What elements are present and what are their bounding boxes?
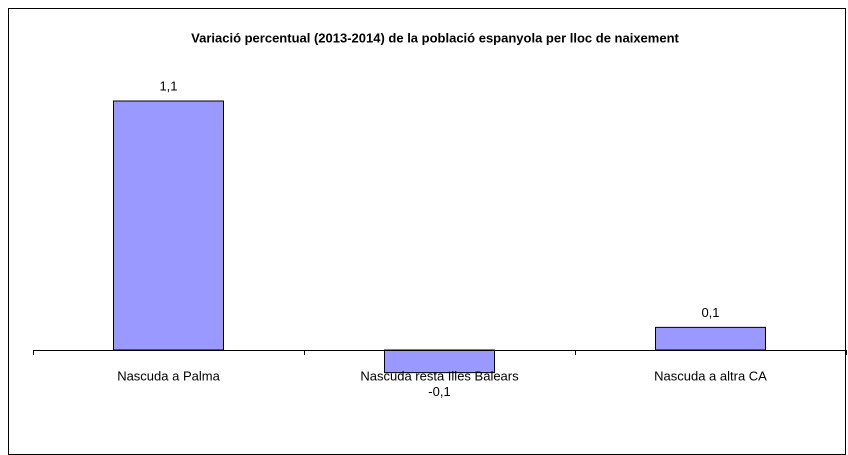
- chart-title: Variació percentual (2013-2014) de la po…: [191, 30, 679, 45]
- x-tick-label: Nascuda a altra CA: [654, 368, 767, 383]
- x-tick-label: Nascuda resta Illes Balears: [360, 368, 519, 383]
- value-label: 1,1: [159, 78, 177, 93]
- x-tick-label: Nascuda a Palma: [117, 368, 220, 383]
- value-label: 0,1: [701, 305, 719, 320]
- bar: [113, 100, 224, 351]
- value-label: -0,1: [428, 384, 450, 399]
- bar: [655, 326, 766, 351]
